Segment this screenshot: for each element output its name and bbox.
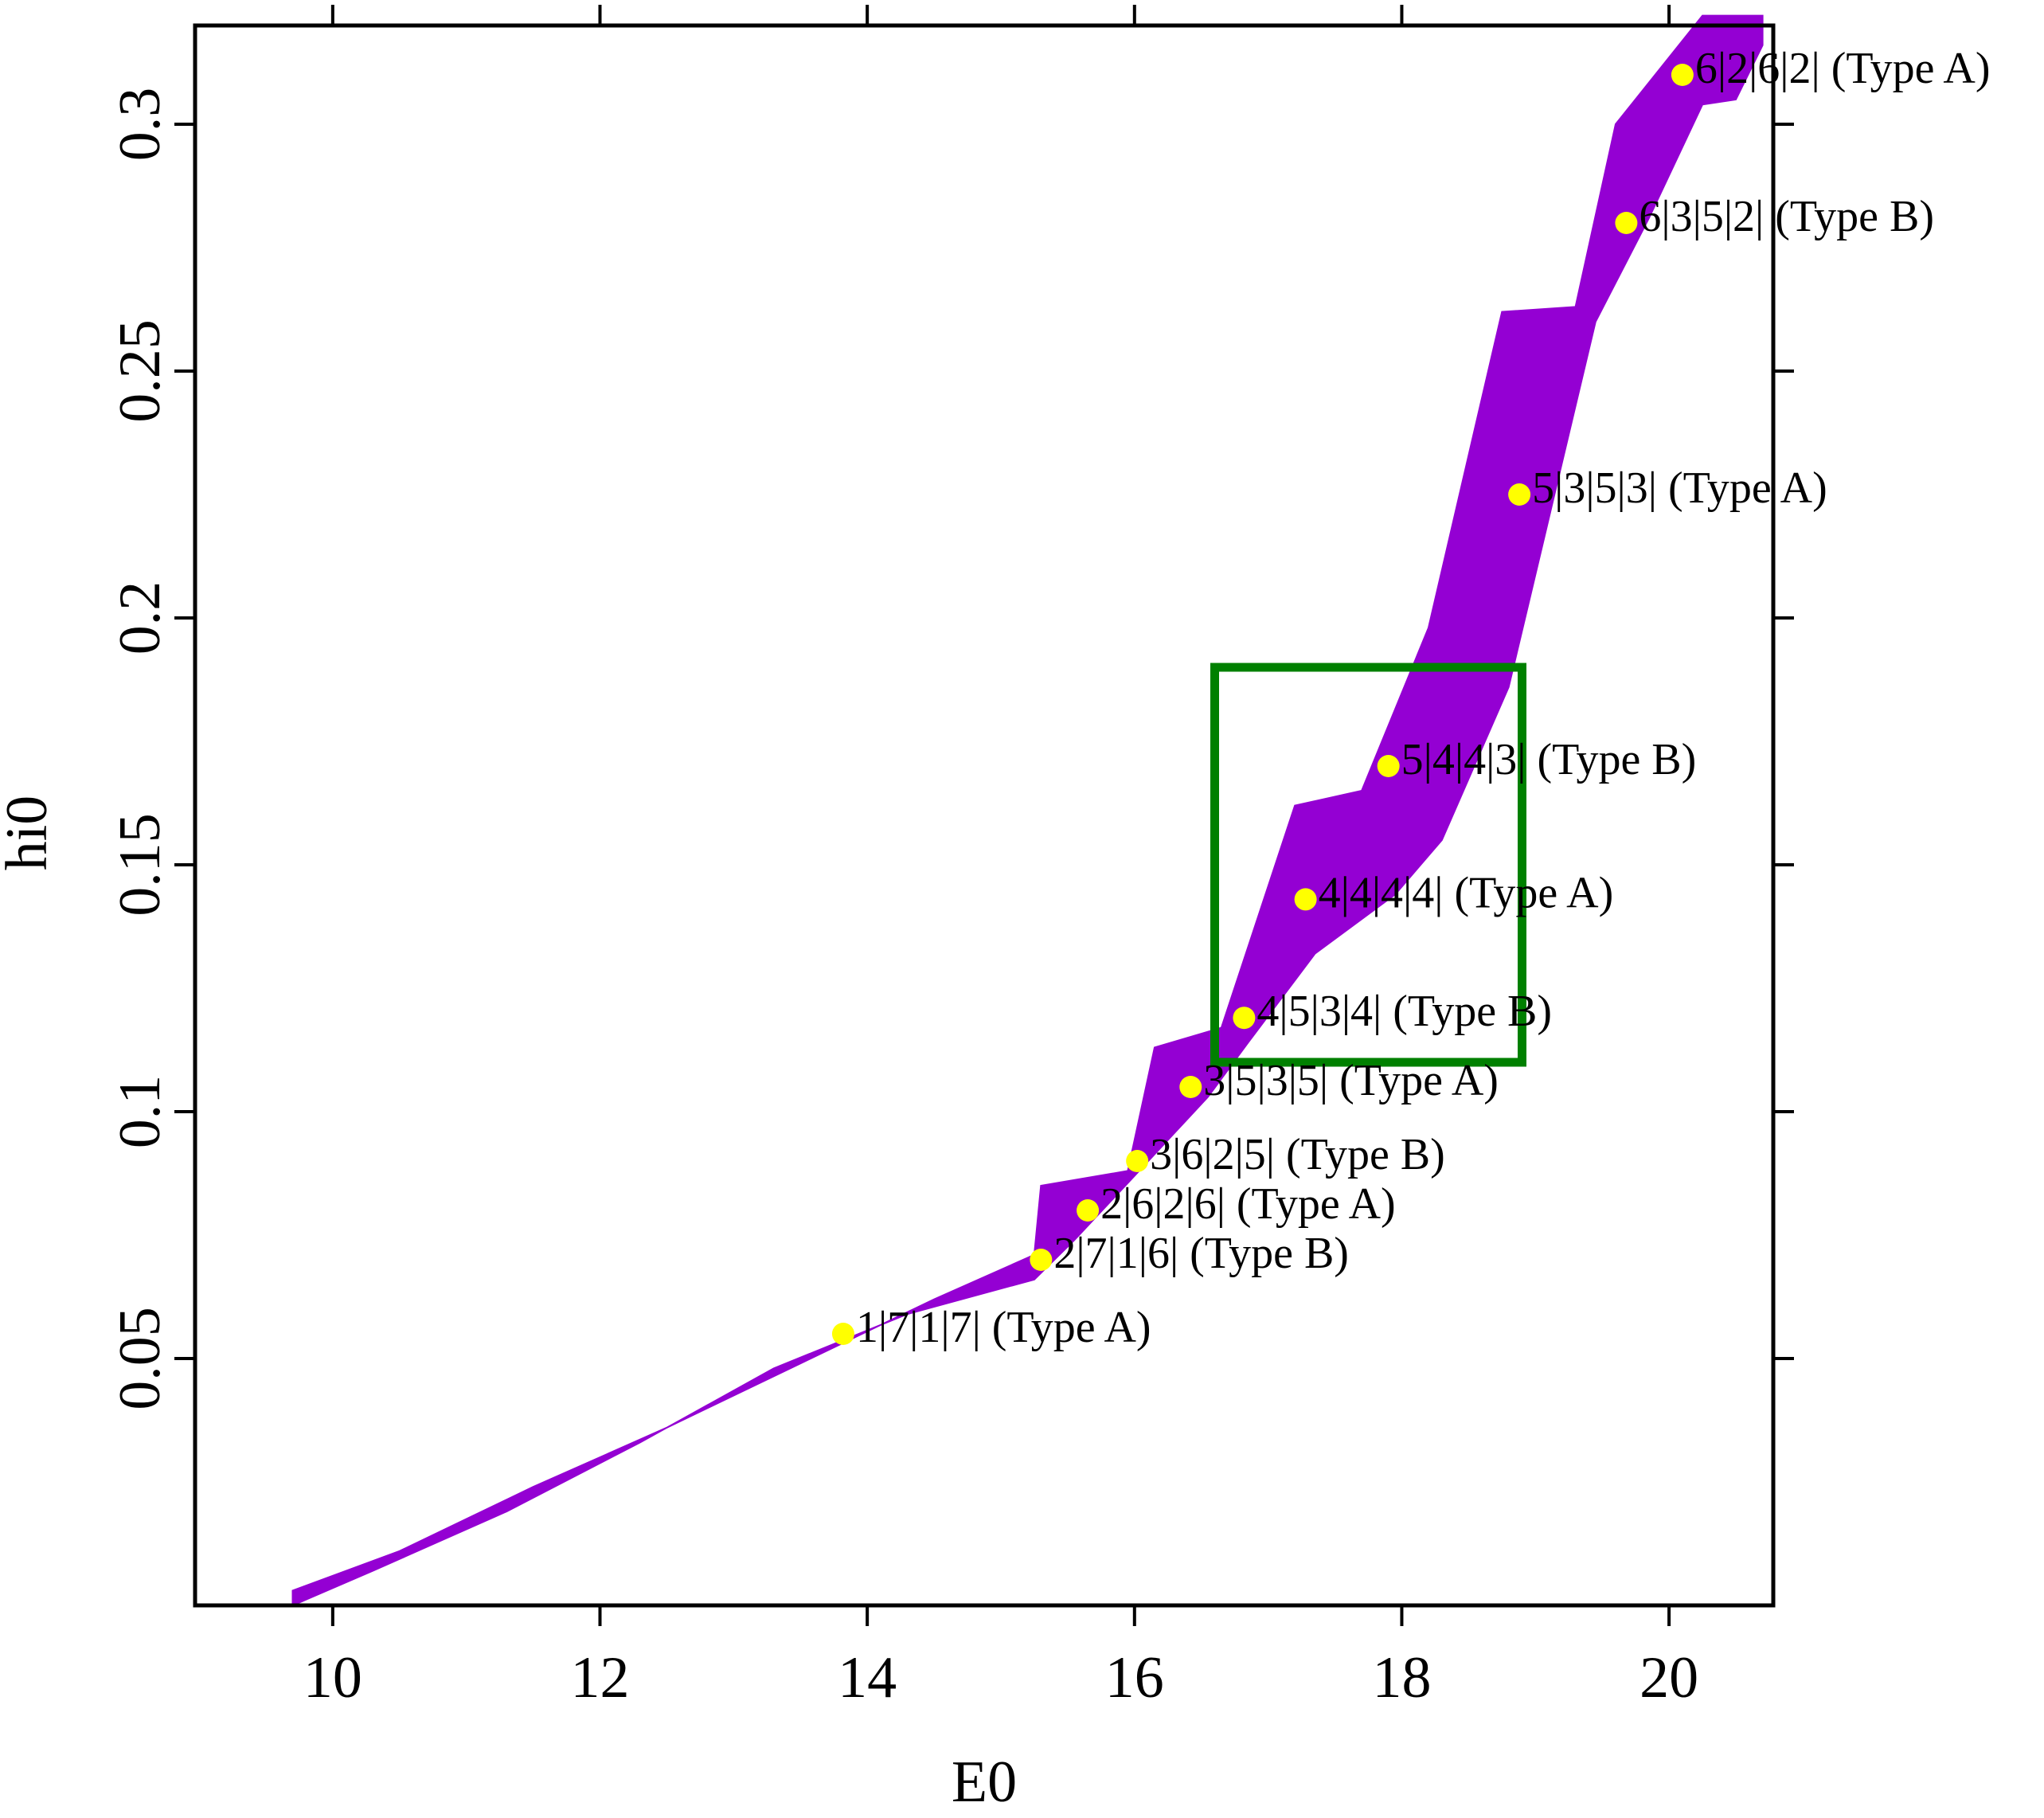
x-tick-label: 10	[303, 1645, 362, 1710]
data-point	[1077, 1199, 1100, 1222]
tick-layer: 10 12 14 16 18 20 0.05 0.1 0.15 0.2 0.25 0.3	[107, 5, 1794, 1710]
highlight-box	[1210, 663, 1526, 1067]
point-label: 6|3|5|2| (Type B)	[1639, 192, 1934, 241]
x-tick-label: 12	[571, 1645, 630, 1710]
data-point	[1294, 888, 1317, 911]
point-label: 4|4|4|4| (Type A)	[1319, 868, 1614, 917]
x-axis-title: E0	[952, 1750, 1017, 1815]
x-tick-label: 20	[1639, 1645, 1698, 1710]
point-label: 1|7|1|7| (Type A)	[856, 1303, 1151, 1352]
data-point	[1671, 64, 1694, 86]
plot-frame	[193, 23, 1776, 1608]
point-label: 6|2|6|2| (Type A)	[1695, 44, 1991, 93]
data-point	[1179, 1076, 1202, 1098]
x-tick-label: 18	[1372, 1645, 1431, 1710]
y-axis-title: hi0	[0, 796, 60, 871]
y-tick-label: 0.05	[107, 1307, 173, 1410]
data-point	[1377, 755, 1400, 777]
y-tick-label: 0.3	[107, 88, 173, 162]
point-layer: 1|7|1|7| (Type A) 2|7|1|6| (Type B)2|6|2|…	[831, 44, 1991, 1352]
box-layer	[1210, 663, 1526, 1067]
x-tick-label: 16	[1105, 1645, 1164, 1710]
point-label: 5|3|5|3| (Type A)	[1532, 463, 1827, 513]
y-tick-label: 0.1	[107, 1075, 173, 1149]
point-label: 3|6|2|5| (Type B)	[1150, 1130, 1445, 1179]
band-layer	[291, 14, 1764, 1607]
x-tick-label: 14	[838, 1645, 897, 1710]
point-label: 3|5|3|5| (Type A)	[1203, 1056, 1499, 1105]
y-tick-label: 0.25	[107, 319, 173, 423]
data-point	[1233, 1007, 1256, 1030]
purple-band	[291, 14, 1764, 1607]
data-point	[1615, 212, 1638, 234]
point-label: 2|7|1|6| (Type B)	[1053, 1229, 1349, 1278]
y-tick-label: 0.2	[107, 581, 173, 655]
point-label: 2|6|2|6| (Type A)	[1100, 1179, 1396, 1229]
data-point	[1126, 1150, 1149, 1172]
y-tick-label: 0.15	[107, 813, 173, 917]
point-label: 5|4|4|3| (Type B)	[1401, 735, 1697, 784]
point-label: 4|5|3|4| (Type B)	[1256, 987, 1552, 1036]
data-point	[831, 1323, 854, 1345]
data-point	[1508, 483, 1531, 506]
data-point	[1030, 1249, 1053, 1271]
